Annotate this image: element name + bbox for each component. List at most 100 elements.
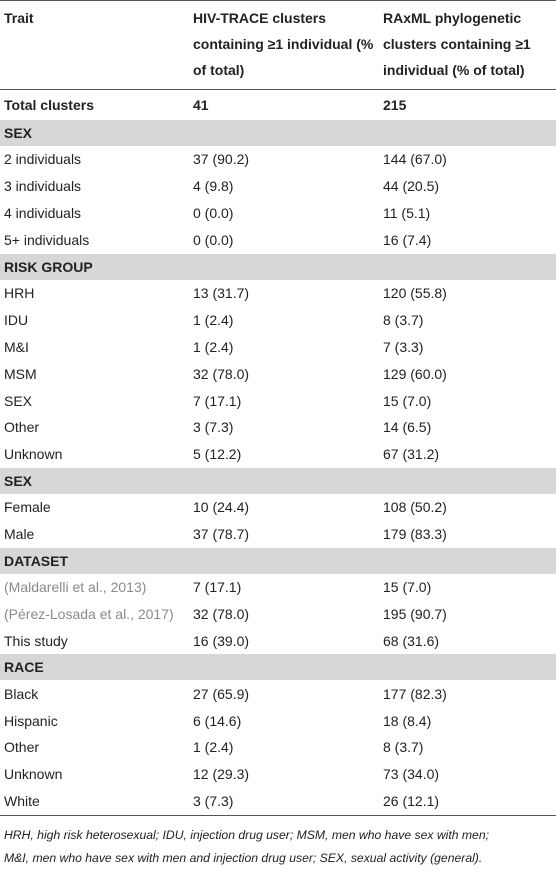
cell: 7 (17.1)	[193, 392, 242, 409]
cell: White	[0, 787, 189, 816]
cell: 108 (50.2)	[383, 499, 447, 516]
cell: 8 (3.7)	[383, 311, 424, 328]
cell: (Maldarelli et al., 2013)	[4, 579, 147, 596]
data-row: Hispanic 6 (14.6) 18 (8.4)	[0, 707, 556, 734]
data-row: Unknown 5 (12.2) 67 (31.2)	[0, 441, 556, 468]
cell: 177 (82.3)	[383, 685, 447, 702]
cell: SEX	[4, 392, 33, 409]
cell: 12 (29.3)	[193, 766, 250, 783]
cell: 15 (7.0)	[383, 579, 432, 596]
data-row: (Pérez-Losada et al., 2017) 32 (78.0) 195 …	[0, 600, 556, 627]
cell: 1 (2.4)	[193, 338, 234, 355]
data-row: 4 individuals 0 (0.0) 11 (5.1)	[0, 200, 556, 227]
cell: 32 (78.0)	[193, 365, 250, 382]
cell: 18 (8.4)	[383, 712, 432, 729]
footnote-line: HRH, high risk heterosexual; IDU, inject…	[4, 827, 489, 842]
data-row: MSM 32 (78.0) 129 (60.0)	[0, 360, 556, 387]
data-row: 3 individuals 4 (9.8) 44 (20.5)	[0, 173, 556, 200]
cell: 2 individuals	[4, 151, 82, 168]
cell: 8 (3.7)	[383, 739, 424, 756]
cell: 67 (31.2)	[383, 446, 440, 463]
cell: Unknown	[4, 446, 63, 463]
section-row: RISK GROUP	[0, 253, 556, 280]
cell: 179 (83.3)	[383, 526, 447, 543]
cell: 3 (7.3)	[189, 787, 379, 816]
data-row: This study 16 (39.0) 68 (31.6)	[0, 627, 556, 654]
cell: 0 (0.0)	[193, 232, 234, 249]
data-row: (Maldarelli et al., 2013) 7 (17.1) 15 (7.0…	[0, 574, 556, 601]
total-row: Total clusters 41 215	[0, 90, 556, 121]
cell: 14 (6.5)	[383, 419, 432, 436]
cell: (Pérez-Losada et al., 2017)	[4, 605, 174, 622]
cell: M&I	[4, 338, 29, 355]
cell: Unknown	[4, 766, 63, 783]
cell: 195 (90.7)	[383, 605, 447, 622]
cell: 5+ individuals	[4, 232, 90, 249]
cell: 13 (31.7)	[193, 285, 250, 301]
footnote-line: M&I, men who have sex with men and injec…	[4, 850, 483, 865]
section-row: DATASET	[0, 547, 556, 574]
cell: Black	[4, 685, 39, 702]
data-table: Trait HIV-TRACE clusters containing ≥1 in…	[0, 0, 556, 816]
cell: 6 (14.6)	[193, 712, 242, 729]
header-cell: RAxML phylogenetic clusters containing ≥…	[379, 0, 556, 90]
data-row: IDU 1 (2.4) 8 (3.7)	[0, 306, 556, 333]
data-row: White 3 (7.3) 26 (12.1)	[0, 787, 556, 816]
cell: 0 (0.0)	[193, 205, 234, 222]
data-row: Other 3 (7.3) 14 (6.5)	[0, 414, 556, 441]
cell: Male	[4, 526, 35, 543]
total-cell: 215	[383, 97, 407, 113]
cell: HRH	[4, 285, 35, 301]
cell: 4 individuals	[4, 205, 82, 222]
cell: 7 (17.1)	[193, 579, 242, 596]
cell: 32 (78.0)	[193, 605, 250, 622]
header-cell: Trait	[0, 0, 189, 90]
section-title: RISK GROUP	[0, 253, 556, 280]
data-row: Black 27 (65.9) 177 (82.3)	[0, 680, 556, 707]
cell: Female	[4, 499, 51, 516]
section-title: SEX	[0, 467, 556, 494]
cell: 26 (12.1)	[379, 787, 556, 816]
cell: 15 (7.0)	[383, 392, 432, 409]
cell: 3 individuals	[4, 178, 82, 195]
data-row: SEX 7 (17.1) 15 (7.0)	[0, 387, 556, 414]
data-row: HRH 13 (31.7) 120 (55.8)	[0, 280, 556, 307]
total-cell: Total clusters	[4, 97, 94, 113]
header-row: Trait HIV-TRACE clusters containing ≥1 in…	[0, 0, 556, 90]
data-row: 5+ individuals 0 (0.0) 16 (7.4)	[0, 227, 556, 254]
cell: 16 (39.0)	[193, 632, 250, 649]
cell: Other	[4, 419, 40, 436]
section-title: RACE	[0, 654, 556, 681]
data-row: Female 10 (24.4) 108 (50.2)	[0, 494, 556, 521]
cell: 1 (2.4)	[193, 311, 234, 328]
section-title: DATASET	[0, 547, 556, 574]
cell: 4 (9.8)	[193, 178, 234, 195]
cell: 37 (90.2)	[193, 151, 250, 168]
data-row: Male 37 (78.7) 179 (83.3)	[0, 521, 556, 548]
cell: 44 (20.5)	[383, 178, 440, 195]
header-cell: HIV-TRACE clusters containing ≥1 individ…	[189, 0, 379, 90]
cell: 129 (60.0)	[383, 365, 447, 382]
cell: 144 (67.0)	[383, 151, 447, 168]
cell: MSM	[4, 365, 37, 382]
cell: 10 (24.4)	[193, 499, 250, 516]
cell: 11 (5.1)	[383, 205, 431, 222]
cell: 37 (78.7)	[193, 526, 250, 543]
table-body: Total clusters 41 215 SEX 2 individuals 37 (9…	[0, 90, 556, 816]
cell: 73 (34.0)	[383, 766, 440, 783]
cell: 1 (2.4)	[193, 739, 234, 756]
data-row: Unknown 12 (29.3) 73 (34.0)	[0, 761, 556, 788]
cell: Other	[4, 739, 40, 756]
section-row: SEX	[0, 467, 556, 494]
cell: IDU	[4, 311, 29, 328]
footnote: HRH, high risk heterosexual; IDU, inject…	[0, 816, 556, 870]
cell: This study	[4, 632, 68, 649]
cell: 5 (12.2)	[193, 446, 242, 463]
data-row: 2 individuals 37 (90.2) 144 (67.0)	[0, 146, 556, 173]
cell: 7 (3.3)	[383, 338, 424, 355]
total-cell: 41	[193, 97, 209, 113]
cell: Hispanic	[4, 712, 58, 729]
cell: 16 (7.4)	[383, 232, 432, 249]
cell: 120 (55.8)	[383, 285, 447, 301]
